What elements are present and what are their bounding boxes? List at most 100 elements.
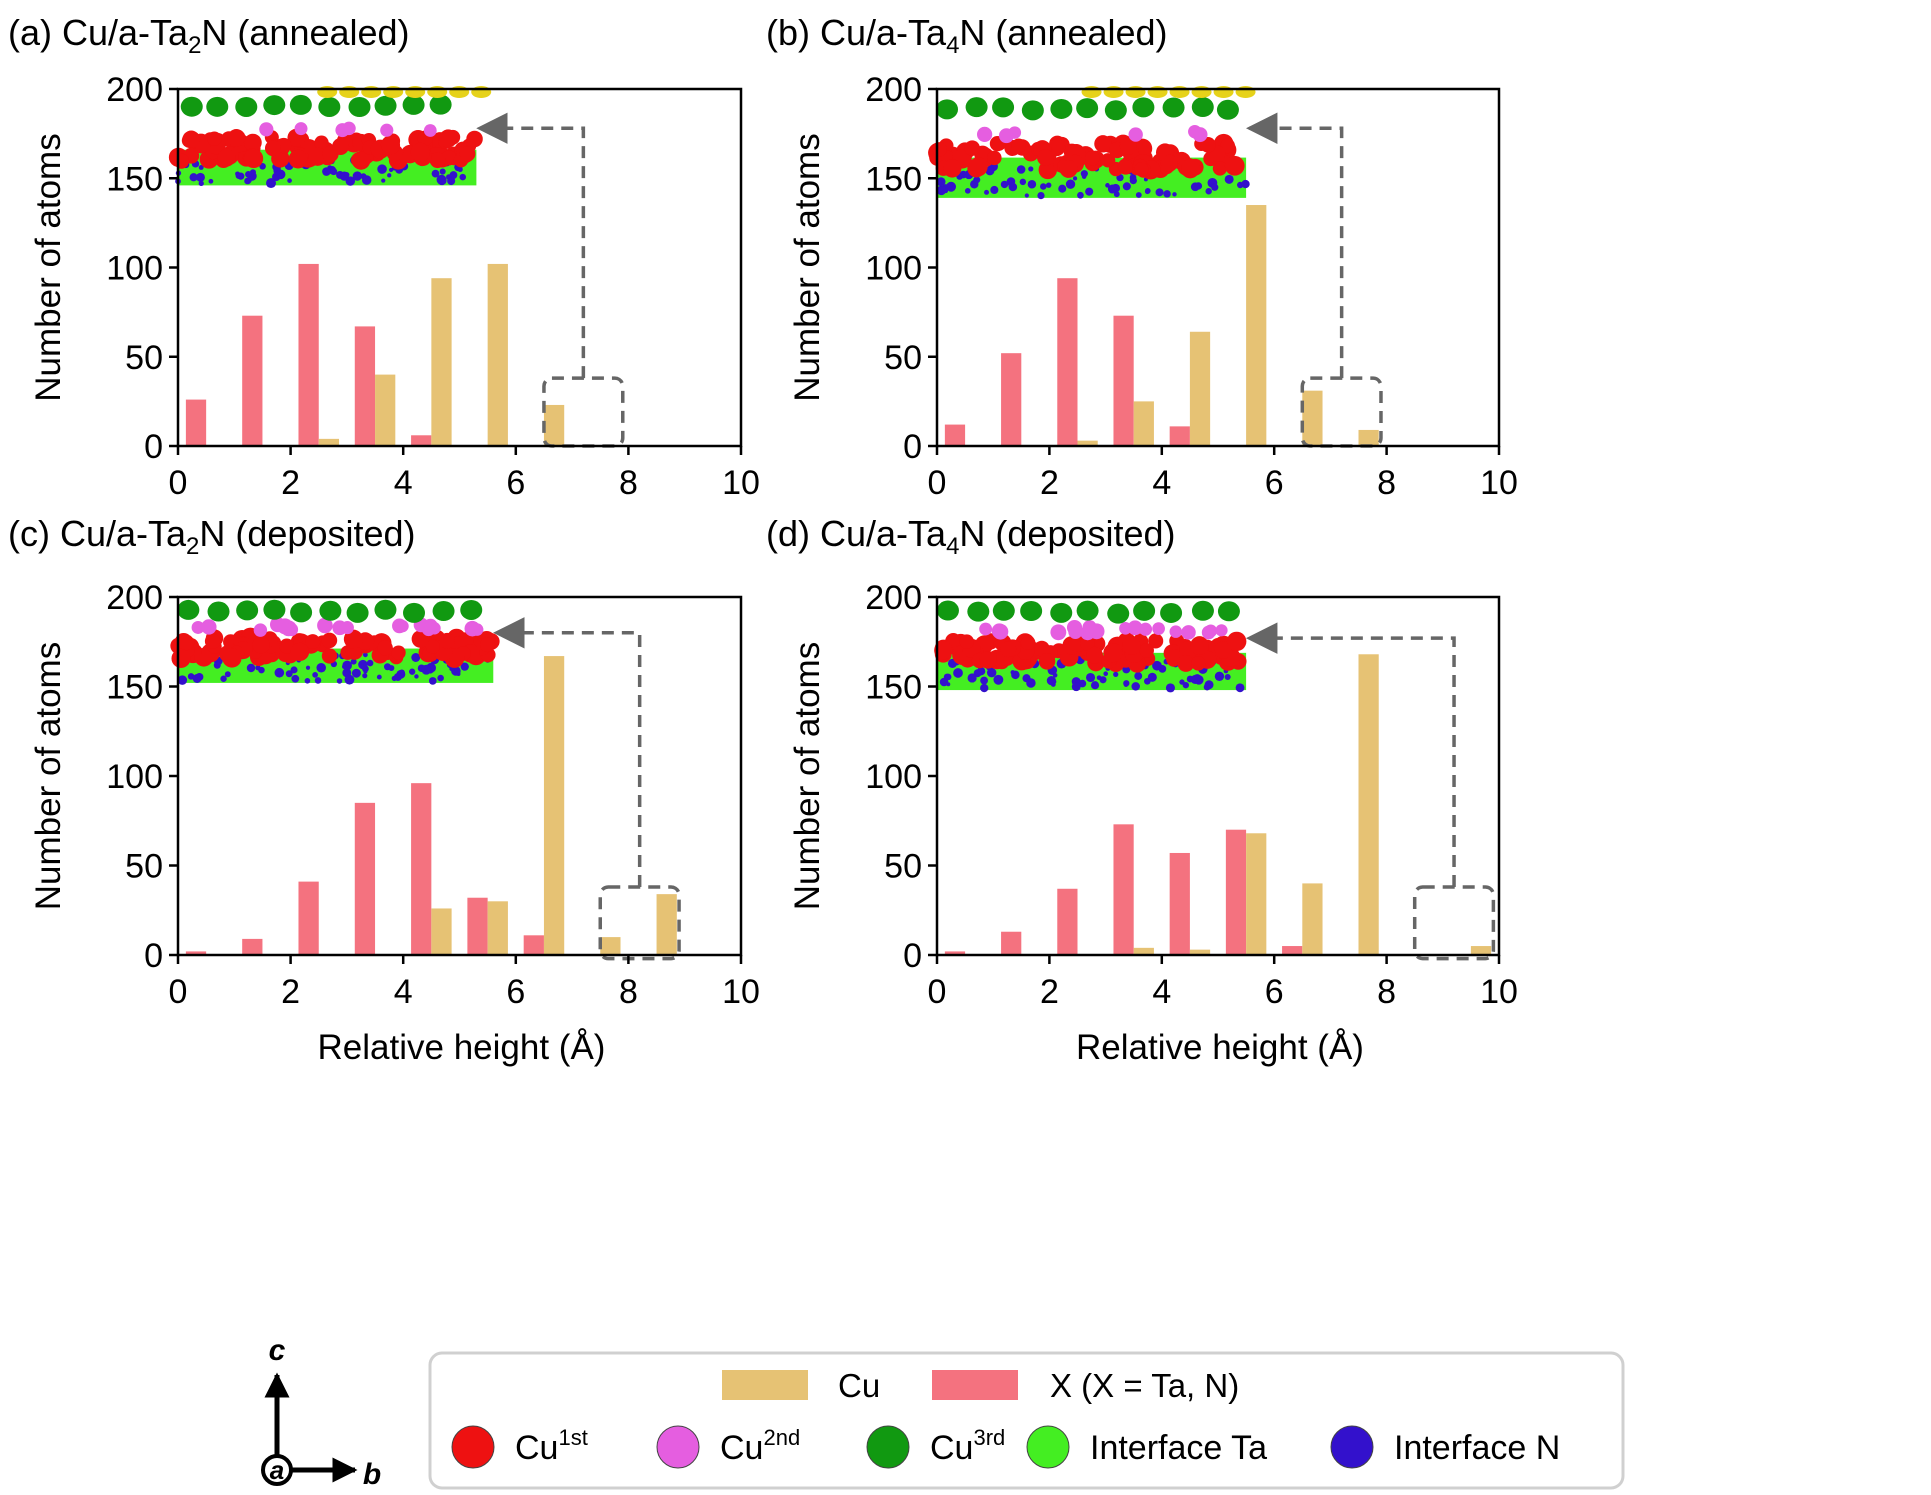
legend-atom-label: Interface N: [1394, 1429, 1560, 1467]
inset-cu2nd-atom: [201, 619, 217, 635]
x-bar: [1169, 852, 1190, 955]
legend-atom-base: Interface Ta: [1090, 1429, 1267, 1467]
inset-interface-n-atom: [1135, 192, 1142, 198]
zoom-arrow: [493, 617, 642, 887]
inset-interface-n-atom: [363, 669, 368, 674]
inset-interface-n-atom: [177, 675, 188, 685]
inset-interface-n-atom: [993, 674, 1004, 685]
x-tick-label: 2: [281, 464, 300, 502]
inset-cu1st-atom: [1085, 150, 1100, 166]
zoom-arrow: [476, 112, 586, 379]
x-tick-label: 8: [1377, 464, 1396, 502]
inset-interface-n-atom: [447, 176, 456, 186]
inset-interface-n-atom: [1085, 672, 1096, 683]
inset-cu3rd-atom: [1104, 100, 1127, 121]
inset-interface-n-atom: [967, 673, 977, 683]
inset-cu3rd-atom: [429, 94, 452, 115]
inset-interface-n-atom: [1172, 192, 1177, 197]
inset-cu3rd-atom: [1160, 602, 1183, 623]
inset-interface-n-atom: [1144, 188, 1150, 195]
inset-interface-n-atom: [964, 188, 971, 194]
inset-cu1st-atom: [964, 140, 980, 156]
inset-cu1st-atom: [264, 140, 281, 157]
inset-interface-n-atom: [350, 658, 357, 665]
inset-interface-n-atom: [436, 174, 447, 185]
inset-interface-n-atom: [388, 665, 395, 671]
inset-cu1st-atom: [1226, 631, 1247, 652]
x-tick-label: 0: [169, 973, 188, 1011]
y-tick-label: 200: [865, 579, 922, 617]
inset-cu3rd-atom: [1191, 600, 1214, 621]
inset-cu3rd-atom: [1191, 97, 1214, 118]
inset-interface-n-atom: [341, 664, 347, 669]
inset-interface-n-atom: [414, 674, 419, 679]
panel-title-subscript: 4: [946, 533, 959, 560]
inset-interface-n-atom: [1037, 191, 1045, 200]
inset-interface-n-atom: [1040, 183, 1047, 190]
cu-bar: [543, 404, 565, 446]
inset-cu1st-atom: [943, 159, 962, 178]
inset-cu3rd-atom: [207, 601, 230, 622]
x-bar: [944, 424, 966, 446]
inset-interface-n-atom: [946, 181, 957, 192]
inset-cu1st-atom: [1094, 135, 1112, 153]
x-tick-label: 0: [169, 464, 188, 502]
inset-cu1st-atom: [227, 129, 246, 147]
inset-cu1st-atom: [380, 135, 401, 155]
x-tick-label: 0: [928, 973, 947, 1011]
legend-atom-3: Interface Ta: [1026, 1425, 1267, 1469]
inset-interface-n-atom: [1072, 176, 1078, 181]
inset-interface-n-atom: [352, 171, 363, 181]
inset-interface-n-atom: [457, 166, 463, 173]
inset-cu3rd-atom: [263, 599, 286, 620]
inset-cu1st-atom: [1139, 643, 1154, 658]
y-tick-label: 0: [144, 937, 163, 975]
y-axis-label: Number of atoms: [29, 642, 68, 910]
inset-cu2nd-atom: [421, 622, 436, 637]
inset-interface-n-atom: [939, 677, 949, 687]
inset-cu3rd-atom: [1216, 99, 1239, 120]
inset-cu1st-atom: [252, 636, 270, 654]
inset-cu1st-atom: [429, 152, 446, 169]
panel-title: (d) Cu/a-Ta4N (deposited): [766, 513, 1176, 560]
inset-cu2nd-atom: [1127, 620, 1143, 636]
inset-interface-n-atom: [459, 173, 467, 181]
inset-cu2nd-atom: [991, 623, 1007, 639]
inset-cu1st-atom: [1212, 161, 1228, 176]
inset-cu2nd-atom: [396, 620, 409, 633]
triad-b-label: b: [363, 1458, 381, 1491]
panel-title-suffix: N (deposited): [959, 513, 1175, 554]
inset-interface-n-atom: [344, 674, 355, 685]
legend-atom-1: Cu2nd: [656, 1425, 800, 1469]
inset-interface-n-atom: [1090, 681, 1100, 690]
inset-interface-n-atom: [195, 672, 204, 681]
inset-cu3rd-atom: [1162, 97, 1185, 118]
inset-cu1st-atom: [244, 133, 262, 152]
inset-interface-n-atom: [387, 173, 392, 178]
inset-interface-n-atom: [198, 164, 204, 170]
inset-interface-n-atom: [1024, 193, 1029, 198]
zoom-arrow: [1245, 112, 1344, 379]
y-tick-label: 50: [125, 848, 163, 886]
x-bar: [1113, 315, 1134, 446]
cu-bar: [1302, 390, 1323, 446]
inset-cu1st-atom: [288, 149, 308, 169]
y-tick-label: 150: [865, 160, 922, 198]
triad-c-label: c: [269, 1334, 286, 1367]
x-tick-label: 10: [1480, 973, 1518, 1011]
legend-frame: [428, 1351, 1625, 1490]
inset-cu3rd-atom: [1076, 98, 1099, 119]
x-bar: [354, 802, 376, 955]
inset-cu1st-atom: [459, 145, 476, 162]
inset-cu2nd-atom: [1008, 126, 1022, 139]
inset-cu2nd-atom: [1050, 624, 1067, 641]
inset-interface-n-atom: [1224, 174, 1234, 184]
x-bar: [467, 897, 488, 955]
legend-atom-marker: [451, 1425, 495, 1469]
inset-cu1st-atom: [1020, 635, 1036, 651]
inset-cu3rd-atom: [206, 96, 229, 117]
y-tick-label: 50: [884, 339, 922, 377]
